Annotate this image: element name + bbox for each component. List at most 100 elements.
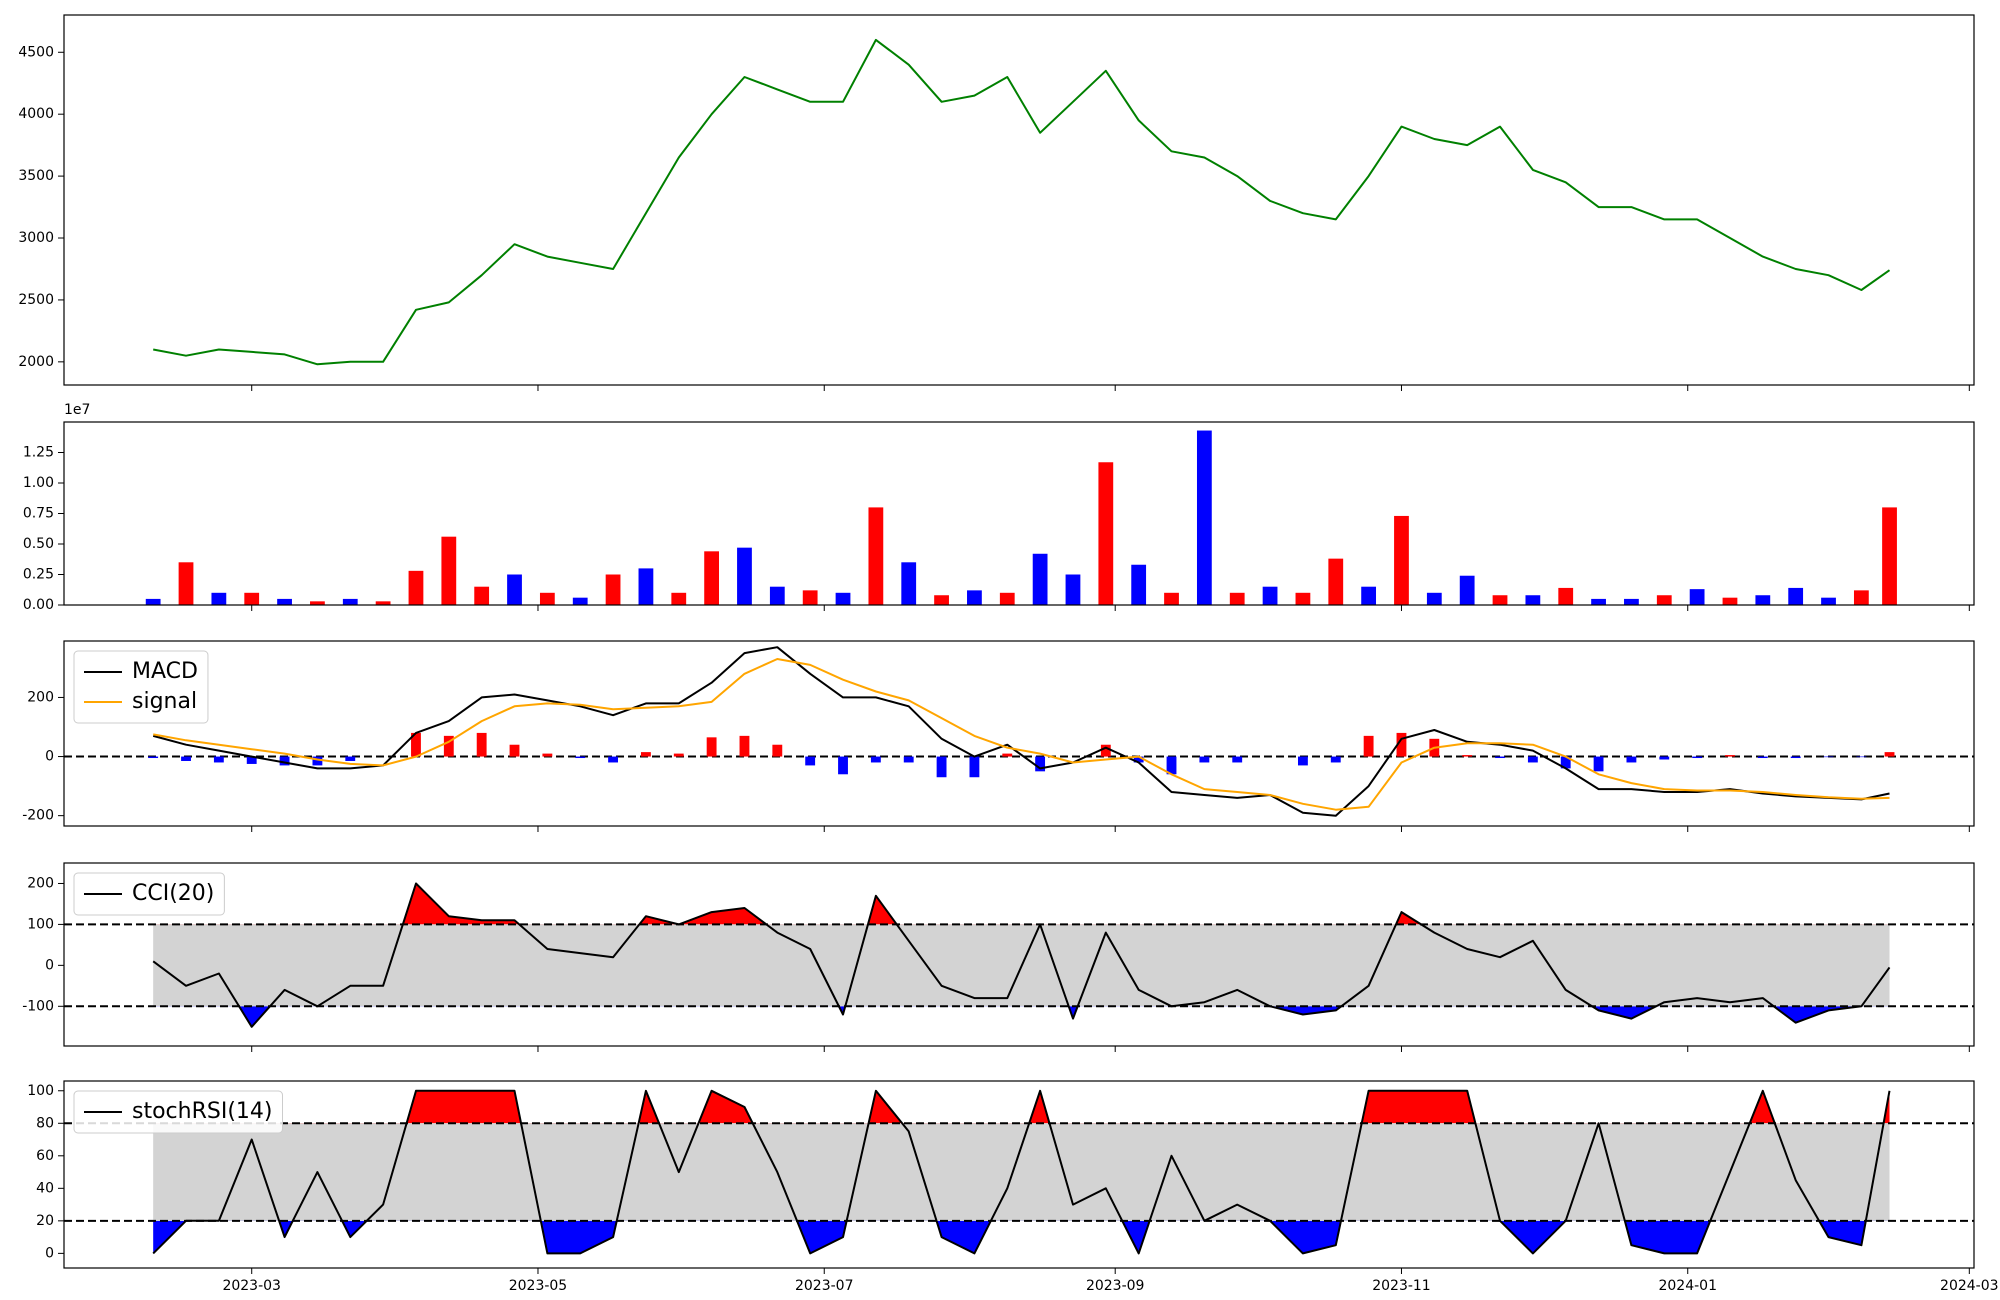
- y-tick-label: 1.25: [23, 445, 54, 461]
- volume-bar: [802, 590, 818, 605]
- y-tick-label: 0.75: [23, 506, 54, 522]
- y-tick-label: 0: [45, 957, 54, 973]
- x-tick-label: 2023-03: [222, 1278, 281, 1294]
- volume-bar: [178, 562, 194, 605]
- histogram-bar: [1823, 756, 1834, 758]
- histogram-bar: [739, 735, 750, 757]
- axes-frame: [63, 421, 1975, 606]
- y-tick-label: 2500: [18, 292, 54, 308]
- histogram-bar: [542, 753, 553, 757]
- histogram-bar: [608, 756, 618, 763]
- histogram-bar: [1002, 753, 1013, 757]
- legend: stochRSI(14): [73, 1090, 283, 1134]
- volume-bar: [1853, 590, 1869, 605]
- volume-bar: [310, 601, 325, 605]
- histogram-bar: [345, 756, 356, 761]
- volume-bar: [868, 507, 884, 605]
- volume-bar: [1722, 597, 1738, 605]
- histogram-bar: [476, 732, 487, 757]
- axes-frame: [63, 862, 1975, 1047]
- y-tick-label: 2000: [18, 354, 54, 370]
- y-tick-label: 0.50: [23, 536, 54, 552]
- volume-bar: [1295, 592, 1311, 605]
- volume-bar: [1098, 462, 1114, 605]
- volume-bar: [1755, 595, 1771, 605]
- legend-box: [73, 1090, 283, 1134]
- volume-bar: [605, 574, 621, 605]
- legend-box: [73, 650, 209, 724]
- volume-bar: [474, 586, 490, 605]
- y-tick-label: 60: [36, 1148, 54, 1164]
- y-tick-label: -200: [22, 808, 54, 824]
- histogram-bar: [1495, 756, 1505, 759]
- volume-bar: [1032, 553, 1048, 605]
- histogram-bar: [1297, 756, 1308, 766]
- volume-bar: [1525, 595, 1541, 605]
- x-tick-label: 2023-09: [1086, 1278, 1145, 1294]
- y-tick-label: 4500: [18, 44, 54, 60]
- histogram-bar: [640, 752, 651, 757]
- y-tick-label: 0: [45, 1245, 54, 1261]
- histogram-bar: [805, 756, 816, 766]
- legend: MACD signal: [73, 650, 209, 724]
- volume-bar: [375, 601, 391, 605]
- x-tick-label: 2024-01: [1658, 1278, 1717, 1294]
- volume-bar: [901, 562, 917, 605]
- histogram-bar: [1692, 756, 1703, 759]
- x-tick-label: 2023-11: [1372, 1278, 1431, 1294]
- y-tick-label: 3500: [18, 168, 54, 184]
- histogram-bar: [1166, 756, 1177, 775]
- oversold-area: [153, 1220, 1866, 1254]
- histogram-bar: [1659, 756, 1670, 760]
- volume-bar: [441, 536, 457, 605]
- legend-label: signal: [132, 689, 197, 714]
- histogram-bar: [1232, 756, 1243, 763]
- series-line: [153, 658, 1890, 811]
- axes-frame: [63, 14, 1975, 386]
- volume-bar: [1882, 507, 1897, 605]
- y-tick-label: 0: [45, 749, 54, 765]
- histogram-bar: [1593, 756, 1604, 772]
- histogram-bar: [1396, 732, 1407, 757]
- y-tick-label: 4000: [18, 106, 54, 122]
- histogram-bar: [279, 756, 290, 766]
- volume-bar: [934, 595, 949, 605]
- volume-bar: [1328, 558, 1344, 605]
- axes-frame: [63, 1080, 1975, 1269]
- axes-frame: [63, 640, 1975, 827]
- histogram-bar: [411, 732, 421, 757]
- x-tick-label: 2024-03: [1940, 1278, 1999, 1294]
- volume-bar: [1689, 589, 1705, 605]
- histogram-bar: [509, 744, 520, 757]
- volume-bar: [999, 592, 1015, 605]
- histogram-bar: [1199, 756, 1210, 763]
- histogram-bar: [1856, 756, 1867, 758]
- volume-bar: [1394, 515, 1409, 605]
- volume-bar: [704, 551, 720, 605]
- volume-bar: [769, 586, 785, 605]
- y-tick-label: 200: [27, 689, 54, 705]
- histogram-bar: [673, 753, 684, 757]
- volume-bar: [1492, 595, 1508, 605]
- histogram-bar: [246, 756, 257, 764]
- volume-bar: [1656, 595, 1672, 605]
- volume-bar: [572, 597, 588, 605]
- volume-bar: [1459, 575, 1475, 605]
- legend-box: [73, 872, 225, 916]
- x-tick-label: 2023-05: [509, 1278, 568, 1294]
- y-tick-label: -100: [22, 998, 54, 1014]
- histogram-bar: [706, 737, 717, 757]
- histogram-bar: [1363, 735, 1374, 757]
- volume-bar: [1558, 587, 1574, 605]
- volume-bar: [244, 592, 260, 605]
- y-tick-label: 0.25: [23, 567, 54, 583]
- histogram-bar: [838, 756, 848, 775]
- histogram-bar: [870, 756, 881, 763]
- volume-bar: [1196, 430, 1212, 605]
- y-tick-label: 100: [27, 916, 54, 932]
- volume-bar: [671, 592, 687, 605]
- histogram-bar: [1790, 756, 1801, 759]
- histogram-bar: [1527, 756, 1538, 763]
- volume-bar: [737, 547, 752, 605]
